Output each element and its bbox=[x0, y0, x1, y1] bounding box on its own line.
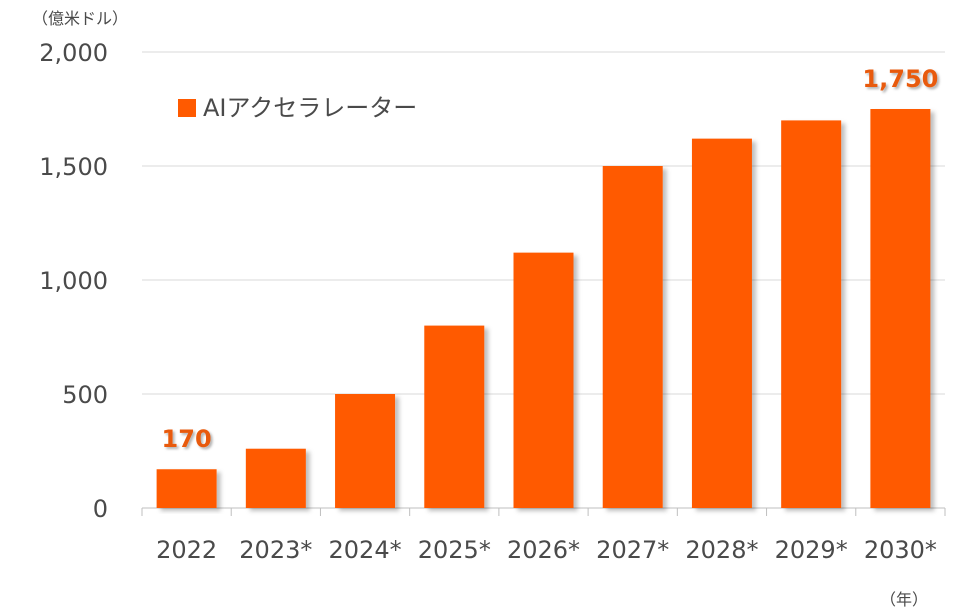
x-tick-label: 2029* bbox=[775, 536, 848, 564]
bar-2028 bbox=[691, 138, 752, 508]
y-tick-label: 500 bbox=[62, 381, 108, 409]
x-tick-label: 2027* bbox=[596, 536, 669, 564]
y-axis-ticks: 0 500 1,000 1,500 2,000 bbox=[39, 39, 108, 523]
bar-2024 bbox=[335, 394, 396, 508]
y-tick-label: 0 bbox=[93, 495, 108, 523]
x-tick-label: 2023* bbox=[239, 536, 312, 564]
y-tick-label: 1,500 bbox=[39, 153, 108, 181]
x-tick-label: 2022 bbox=[156, 536, 217, 564]
x-axis-ticks: 2022 2023* 2024* 2025* 2026* 2027* 2028* 2029* 2… bbox=[156, 536, 937, 564]
data-label: 1,750 bbox=[862, 65, 938, 93]
legend: AIアクセラレーター bbox=[178, 94, 417, 122]
bars bbox=[156, 109, 931, 509]
legend-swatch bbox=[178, 99, 196, 117]
legend-label: AIアクセラレーター bbox=[203, 94, 417, 122]
data-label: 170 bbox=[162, 425, 212, 453]
x-axis bbox=[141, 507, 946, 516]
bar-2022 bbox=[156, 469, 217, 508]
y-tick-label: 2,000 bbox=[39, 39, 108, 67]
y-axis-unit-label: （億米ドル） bbox=[32, 9, 128, 28]
bar-2030 bbox=[870, 109, 931, 508]
x-axis-unit-label: （年） bbox=[880, 590, 928, 609]
y-tick-label: 1,000 bbox=[39, 267, 108, 295]
x-tick-label: 2030* bbox=[864, 536, 937, 564]
bar-2029 bbox=[781, 120, 842, 509]
data-labels: 170 1,750 bbox=[162, 65, 939, 453]
x-tick-label: 2024* bbox=[329, 536, 402, 564]
bar-2023 bbox=[245, 448, 306, 508]
bar-2025 bbox=[424, 325, 485, 508]
bar-2026 bbox=[513, 252, 574, 508]
x-tick-label: 2028* bbox=[685, 536, 758, 564]
x-tick-label: 2025* bbox=[418, 536, 491, 564]
bar-2027 bbox=[602, 166, 663, 508]
x-tick-label: 2026* bbox=[507, 536, 580, 564]
